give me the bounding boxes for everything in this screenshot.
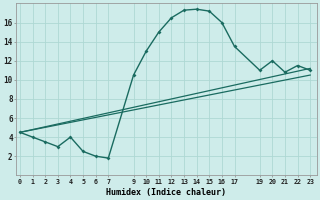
X-axis label: Humidex (Indice chaleur): Humidex (Indice chaleur) — [106, 188, 226, 197]
